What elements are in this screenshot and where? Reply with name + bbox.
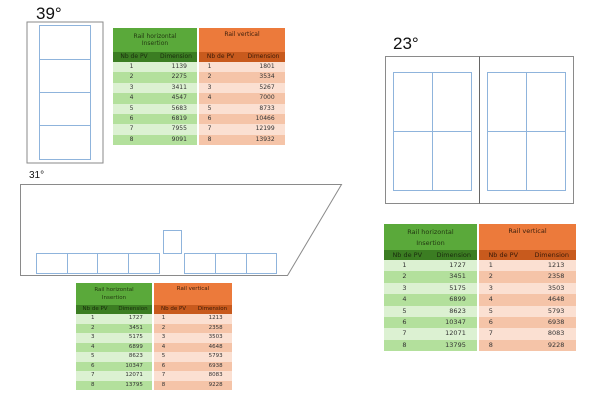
table-row: 7 8083 (479, 328, 576, 340)
table-row: 2 3534 (199, 72, 285, 83)
pv-panel (526, 131, 566, 191)
table-header: Nb de PV Dimension (113, 52, 197, 62)
table-row: 7 8083 (154, 371, 232, 381)
table-title: Rail vertical (199, 28, 285, 52)
table-row: 3 5267 (199, 82, 285, 94)
table-row: 3 3411 (113, 82, 197, 94)
table-row: 1 1213 (479, 260, 576, 272)
table-row: 5 8623 (76, 352, 152, 362)
roof-31-panels (36, 230, 277, 274)
table-row: 4 4648 (479, 294, 576, 306)
table-row: 8 13795 (384, 339, 477, 352)
roof-39-panels (39, 25, 91, 160)
table-row: 5 8733 (199, 103, 285, 114)
table-body: 1 1727 2 3451 3 5175 4 6899 5 8623 6 10347 7 12… (384, 260, 477, 352)
table-row: 3 5175 (76, 333, 152, 343)
table-row: 2 3451 (384, 271, 477, 283)
table-row: 8 13795 (76, 380, 152, 390)
table-header: Nb de PV Dimension (76, 305, 152, 314)
rail-tables-31: Rail horizontal Insertion Nb de PV Dimen… (76, 283, 232, 390)
rail-vertical-table-23: Rail vertical Nb de PV Dimension 1 1213 2… (479, 224, 576, 352)
rail-tables-23: Rail horizontal Insertion Nb de PV Dimen… (384, 224, 576, 352)
table-row: 2 3451 (76, 323, 152, 333)
table-row: 6 6819 (113, 113, 197, 125)
table-row: 8 9228 (154, 380, 232, 390)
rail-vertical-table-31: Rail vertical Nb de PV Dimension 1 1213 2… (154, 283, 232, 390)
table-body: 1 1213 2 2358 3 3503 4 4648 5 5793 6 6938 7 808… (479, 260, 576, 352)
pv-panel (128, 253, 160, 274)
table-row: 3 3503 (154, 333, 232, 343)
roof-23-drawing (385, 56, 574, 204)
pv-panel-portrait (163, 230, 182, 254)
table-row: 1 1801 (199, 62, 285, 73)
angle-label-39: 39° (36, 4, 62, 23)
angle-label-23: 23° (393, 34, 419, 53)
table-title: Rail vertical (479, 224, 576, 250)
table-body: 1 1213 2 2358 3 3503 4 4648 5 5793 6 6938 7 808… (154, 314, 232, 390)
table-title: Rail vertical (154, 283, 232, 305)
roof-39-drawing (26, 21, 104, 164)
table-row: 8 13932 (199, 134, 285, 146)
rail-horizontal-table-23: Rail horizontal Insertion Nb de PV Dimen… (384, 224, 477, 352)
table-header: Nb de PV Dimension (154, 305, 232, 314)
pv-panel (432, 131, 472, 191)
table-row: 8 9091 (113, 134, 197, 146)
table-row: 2 2275 (113, 72, 197, 83)
table-row: 4 6899 (384, 294, 477, 306)
table-row: 6 10347 (76, 361, 152, 371)
table-row: 7 7955 (113, 124, 197, 135)
table-row: 3 3503 (479, 282, 576, 295)
table-header: Nb de PV Dimension (199, 52, 285, 62)
pv-panel (39, 125, 91, 160)
table-header: Nb de PV Dimension (384, 250, 477, 260)
rail-vertical-table-39: Rail vertical Nb de PV Dimension 1 1801 2… (199, 28, 285, 146)
table-row: 4 6899 (76, 342, 152, 352)
rail-tables-39: Rail horizontal Insertion Nb de PV Dimen… (113, 28, 285, 146)
table-row: 2 2358 (479, 271, 576, 283)
table-row: 6 6938 (479, 316, 576, 329)
table-row: 1 1727 (384, 260, 477, 272)
table-body: 1 1727 2 3451 3 5175 4 6899 5 8623 6 10347 7 12… (76, 314, 152, 390)
table-row: 5 8623 (384, 305, 477, 317)
table-title: Rail horizontal Insertion (76, 283, 152, 305)
table-row: 5 5793 (154, 352, 232, 362)
table-row: 5 5683 (113, 103, 197, 114)
rail-horizontal-table-31: Rail horizontal Insertion Nb de PV Dimen… (76, 283, 152, 390)
table-row: 4 4547 (113, 93, 197, 104)
table-row: 1 1727 (76, 314, 152, 324)
table-row: 6 10466 (199, 113, 285, 125)
table-row: 6 6938 (154, 361, 232, 371)
table-body: 1 1801 2 3534 3 5267 4 7000 5 8733 6 10466 7 12… (199, 62, 285, 146)
table-title: Rail horizontal Insertion (113, 28, 197, 52)
rail-horizontal-table-39: Rail horizontal Insertion Nb de PV Dimen… (113, 28, 197, 146)
table-title: Rail horizontal Insertion (384, 224, 477, 250)
table-body: 1 1139 2 2275 3 3411 4 4547 5 5683 6 6819 7 795… (113, 62, 197, 146)
table-row: 4 7000 (199, 93, 285, 104)
table-row: 2 2358 (154, 323, 232, 333)
angle-label-31: 31° (29, 170, 45, 181)
table-header: Nb de PV Dimension (479, 250, 576, 260)
table-row: 1 1139 (113, 62, 197, 73)
table-row: 1 1213 (154, 314, 232, 324)
table-row: 6 10347 (384, 316, 477, 329)
roof-31-drawing (20, 184, 343, 276)
table-row: 7 12199 (199, 124, 285, 135)
table-row: 7 12071 (384, 328, 477, 340)
roof-23-panels (393, 72, 566, 191)
table-row: 5 5793 (479, 305, 576, 317)
table-row: 8 9228 (479, 339, 576, 352)
table-row: 4 4648 (154, 342, 232, 352)
table-row: 7 12071 (76, 371, 152, 381)
pv-panel (246, 253, 277, 274)
table-row: 3 5175 (384, 282, 477, 295)
